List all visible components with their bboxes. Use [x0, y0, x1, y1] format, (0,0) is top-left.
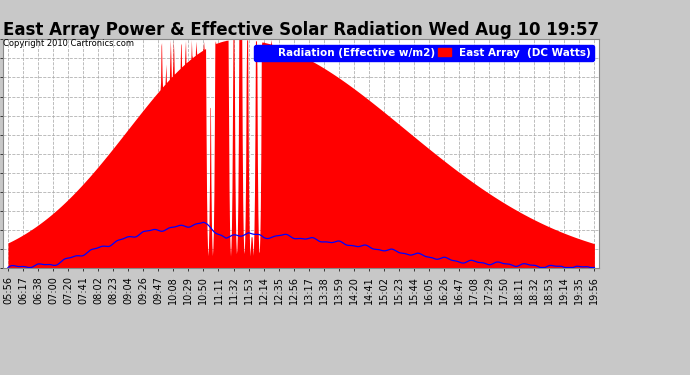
Title: East Array Power & Effective Solar Radiation Wed Aug 10 19:57: East Array Power & Effective Solar Radia…: [3, 21, 599, 39]
Text: Copyright 2010 Cartronics.com: Copyright 2010 Cartronics.com: [3, 39, 135, 48]
Legend: Radiation (Effective w/m2), East Array  (DC Watts): Radiation (Effective w/m2), East Array (…: [254, 45, 593, 61]
